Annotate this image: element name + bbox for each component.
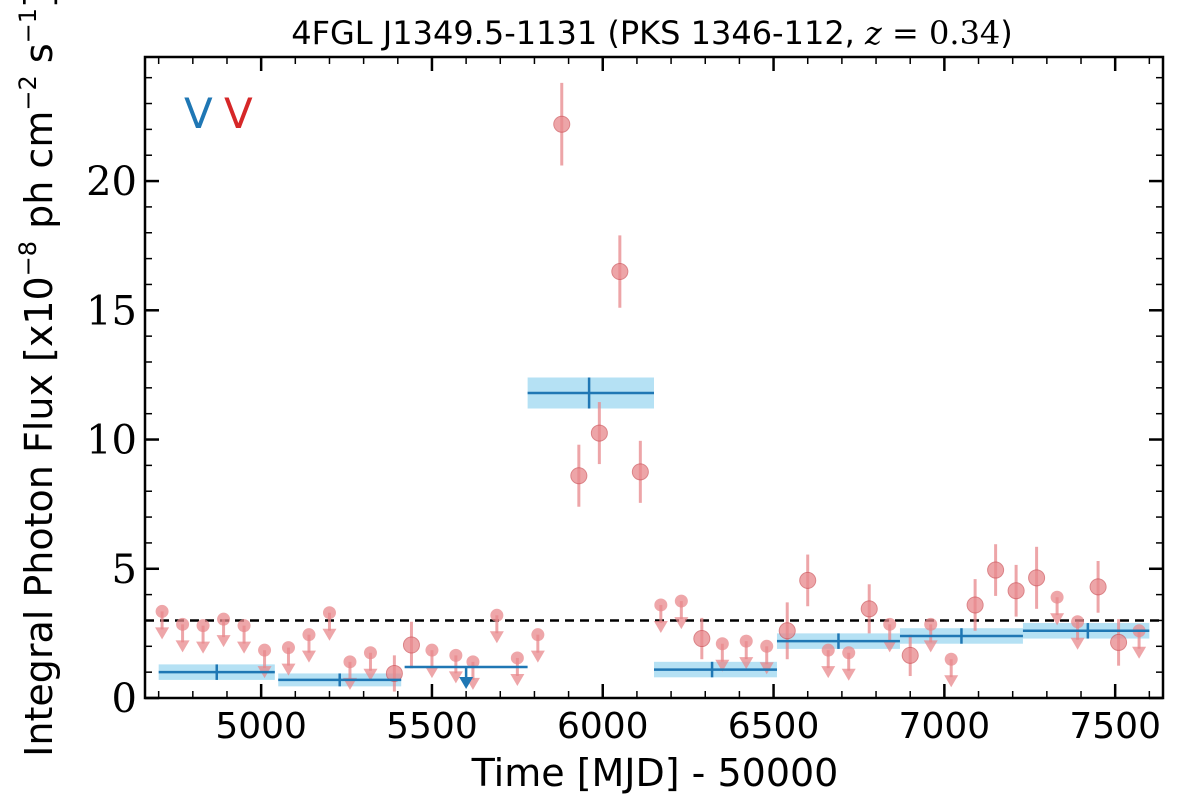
short-bin-point bbox=[693, 630, 711, 648]
short-bin-upper-limit-point bbox=[155, 604, 169, 618]
short-bin-upper-limit-point bbox=[449, 648, 463, 662]
short-bin-point bbox=[1110, 633, 1128, 651]
short-bin-upper-limit-point bbox=[237, 619, 251, 633]
legend-label-short-bins: V bbox=[224, 89, 253, 138]
short-bin-upper-limit-point bbox=[217, 612, 231, 626]
short-bin-upper-limit-point bbox=[425, 643, 439, 657]
short-bin-upper-limit-point bbox=[196, 619, 210, 633]
long-bin-upper-limit-arrow bbox=[459, 676, 474, 689]
short-bin-upper-limit-arrow bbox=[281, 663, 296, 676]
chart-title: 4FGL J1349.5-1131 (PKS 1346-112, z = 0.3… bbox=[291, 14, 1013, 52]
short-bin-upper-limit-point bbox=[322, 606, 336, 620]
short-bin-upper-limit-arrow bbox=[841, 668, 856, 681]
short-bin-upper-limit-point bbox=[343, 655, 357, 669]
short-bin-upper-limit-arrow bbox=[923, 640, 938, 653]
short-bin-upper-limit-point bbox=[739, 634, 753, 648]
short-bin-point bbox=[860, 600, 878, 618]
short-bin-upper-limit-point bbox=[302, 628, 316, 642]
short-bin-point bbox=[570, 467, 588, 485]
short-bin-upper-limit-arrow bbox=[1132, 646, 1147, 659]
short-bin-upper-limit-point bbox=[654, 598, 668, 612]
short-bin-upper-limit-point bbox=[944, 652, 958, 666]
short-bin-point bbox=[590, 424, 608, 442]
legend: V V bbox=[184, 89, 253, 138]
short-bin-upper-limit-arrow bbox=[155, 627, 170, 640]
x-tick-label: 5000 bbox=[215, 706, 307, 747]
x-tick-label: 7000 bbox=[899, 706, 991, 747]
short-bin-upper-limit-arrow bbox=[882, 640, 897, 653]
short-bin-upper-limit-point bbox=[760, 639, 774, 653]
short-bin-upper-limit-arrow bbox=[322, 628, 337, 641]
short-bin-upper-limit-point bbox=[1071, 615, 1085, 629]
short-bin-point bbox=[611, 263, 629, 281]
short-bin-upper-limit-arrow bbox=[489, 631, 504, 644]
short-bin-point bbox=[1089, 578, 1107, 596]
y-axis-label: Integral Photon Flux [x10−8 ph cm−2 s−1] bbox=[14, 0, 61, 757]
short-bin-upper-limit-arrow bbox=[424, 666, 439, 679]
y-tick-label: 5 bbox=[112, 547, 137, 593]
short-bin-upper-limit-point bbox=[466, 655, 480, 669]
short-bin-upper-limit-arrow bbox=[530, 650, 545, 663]
short-bin-point bbox=[778, 622, 796, 640]
short-bin-upper-limit-point bbox=[924, 617, 938, 631]
y-tick-label: 15 bbox=[86, 288, 137, 334]
axes-frame bbox=[143, 55, 1165, 700]
short-bin-upper-limit-arrow bbox=[510, 673, 525, 686]
short-bin-upper-limit-point bbox=[531, 628, 545, 642]
short-bin-upper-limit-arrow bbox=[715, 659, 730, 672]
short-bin-upper-limit-point bbox=[674, 594, 688, 608]
legend-label-long-bins: V bbox=[184, 89, 213, 138]
y-tick-label: 20 bbox=[86, 159, 137, 205]
short-bin-upper-limit-point bbox=[510, 651, 524, 665]
short-bin-point bbox=[631, 463, 649, 481]
x-tick-label: 7500 bbox=[1069, 706, 1161, 747]
short-bin-upper-limit-point bbox=[821, 643, 835, 657]
x-tick-label: 5500 bbox=[386, 706, 478, 747]
short-bin-point bbox=[1028, 569, 1046, 587]
short-bin-upper-limit-arrow bbox=[739, 657, 754, 670]
y-tick-label: 0 bbox=[112, 676, 137, 722]
short-bin-point bbox=[966, 596, 984, 614]
axis-ticks bbox=[145, 57, 1163, 700]
short-bin-upper-limit-arrow bbox=[674, 617, 689, 630]
short-bin-point bbox=[1007, 582, 1025, 600]
short-bin-upper-limit-point bbox=[281, 641, 295, 655]
x-tick-label: 6000 bbox=[557, 706, 649, 747]
short-bin-upper-limit-point bbox=[715, 637, 729, 651]
tick-labels: 5000 5500 6000 6500 7000 7500 0 5 10 15 20 bbox=[86, 159, 1161, 747]
short-bin-upper-limit-point bbox=[842, 646, 856, 660]
short-bin-upper-limit-arrow bbox=[175, 640, 190, 653]
short-bin-upper-limit-arrow bbox=[653, 620, 668, 633]
x-axis-label: Time [MJD] - 50000 bbox=[471, 751, 839, 795]
short-bin-upper-limit-arrow bbox=[301, 650, 316, 663]
short-bin-upper-limit-arrow bbox=[196, 641, 211, 654]
short-bin-point bbox=[799, 571, 817, 589]
short-bin-upper-limit-arrow bbox=[821, 666, 836, 679]
x-tick-label: 6500 bbox=[728, 706, 820, 747]
y-tick-label: 10 bbox=[86, 418, 137, 464]
short-bin-upper-limit-arrow bbox=[216, 635, 231, 648]
short-bin-point bbox=[987, 561, 1005, 579]
short-bin-upper-limit-point bbox=[258, 643, 272, 657]
short-bin-point bbox=[402, 636, 420, 654]
short-bin-point bbox=[553, 115, 571, 133]
short-bin-upper-limit-arrow bbox=[237, 641, 252, 654]
short-bin-point bbox=[385, 664, 403, 682]
short-bin-upper-limit-point bbox=[490, 608, 504, 622]
short-bin-upper-limit-arrow bbox=[1070, 637, 1085, 650]
short-bin-upper-limit-arrow bbox=[448, 671, 463, 684]
short-bin-upper-limit-point bbox=[883, 617, 897, 631]
short-bin-point bbox=[901, 646, 919, 664]
short-bin-upper-limit-point bbox=[363, 646, 377, 660]
short-bin-upper-limit-arrow bbox=[759, 662, 774, 675]
short-bin-upper-limit-arrow bbox=[944, 675, 959, 688]
short-bin-upper-limit-arrow bbox=[1050, 613, 1065, 626]
short-bin-upper-limit-point bbox=[1050, 590, 1064, 604]
short-bin-upper-limit-arrow bbox=[363, 668, 378, 681]
short-bin-upper-limit-point bbox=[176, 617, 190, 631]
plot-area bbox=[145, 82, 1163, 692]
